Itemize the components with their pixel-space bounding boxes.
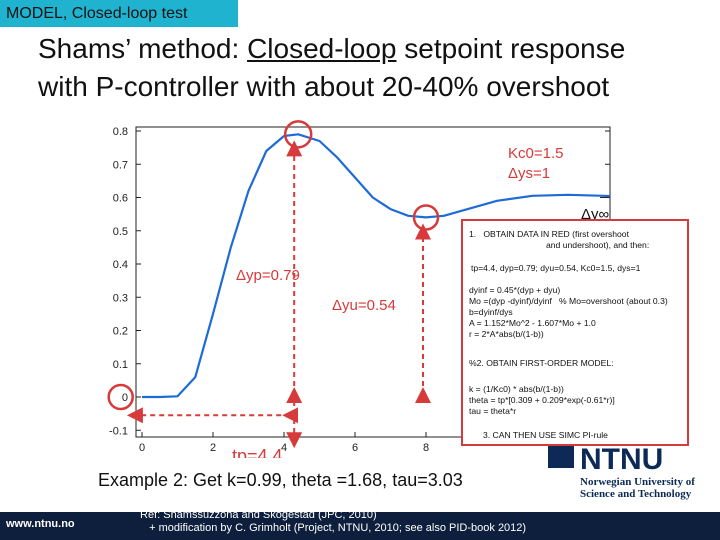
title-part-c: setpoint response (396, 33, 626, 64)
ntnu-subtitle-line-1: Norwegian University of (580, 476, 695, 488)
origin-circle (107, 383, 134, 411)
slide-tag: MODEL, Closed-loop test (0, 0, 238, 27)
box-line-7: A = 1.152*Mo^2 - 1.607*Mo + 1.0 (469, 318, 596, 328)
legend-kc0: Kc0=1.5 (508, 145, 563, 162)
y-tick-label: 0.1 (113, 359, 128, 371)
reference-line-2: + modification by C. Grimholt (Project, … (140, 522, 527, 534)
title-part-a: Shams’ method: (38, 33, 248, 64)
y-tick-label: 0.2 (113, 326, 128, 338)
y-tick-label: -0.1 (109, 425, 128, 437)
example-result: Example 2: Get k=0.99, theta =1.68, tau=… (98, 470, 463, 490)
title-part-underlined: Closed-loop (247, 33, 397, 64)
y-tick-label: 0.3 (113, 292, 128, 304)
x-tick-label: 6 (352, 442, 358, 454)
box-line-10: k = (1/Kc0) * abs(b/(1-b)) (469, 384, 564, 394)
response-line (142, 133, 610, 399)
ntnu-subtitle: Norwegian University of Science and Tech… (580, 476, 695, 500)
box-line-3: tp=4.4, dyp=0.79; dyu=0.54, Kc0=1.5, dys… (471, 263, 641, 273)
y-tick-label: 0.4 (113, 259, 128, 271)
box-line-5: Mo =(dyp -dyinf)/dyinf % Mo=overshoot (a… (469, 296, 668, 306)
box-line-8: r = 2*A*abs(b/(1-b)) (469, 329, 544, 339)
dyp-label: Δyp=0.79 (236, 267, 300, 284)
box-line-11: theta = tp*[0.309 + 0.209*exp(-0.61*r)] (469, 395, 615, 405)
y-tick-label: 0.5 (113, 226, 128, 238)
footer-bar (0, 512, 720, 540)
reference-line-1: Ref: Shamssuzzoha and Skogestad (JPC, 20… (140, 509, 377, 521)
tp-label: tp=4.4 (232, 446, 283, 458)
title-line-2: with P-controller with about 20-40% over… (38, 71, 610, 102)
box-line-12: tau = theta*r (469, 406, 517, 416)
y-tick-label: 0 (122, 392, 128, 404)
y-tick-label: 0.8 (113, 126, 128, 138)
box-line-13: 3. CAN THEN USE SIMC PI-rule (483, 430, 608, 440)
footer-url: www.ntnu.no (6, 518, 75, 530)
reference: Ref: Shamssuzzoha and Skogestad (JPC, 20… (140, 509, 526, 535)
dy-inf-label: Δy∞ (581, 206, 610, 223)
x-tick-label: 0 (139, 442, 145, 454)
chart-annotations: Kc0=1.5 Δys=1 Δy∞ Δyp=0.79 Δyu=0.54 tp=4.4 (107, 120, 610, 458)
x-tick-label: 8 (423, 442, 429, 454)
step-response-chart: -0.1 0 0.1 0.2 0.3 0.4 0.5 0.6 0.7 0.8 0 2 4 6 8 Kc0=1… (107, 120, 611, 458)
ntnu-subtitle-line-2: Science and Technology (580, 488, 692, 500)
chart-ticks: -0.1 0 0.1 0.2 0.3 0.4 0.5 0.6 0.7 0.8 0 2 4 6 8 (109, 126, 610, 454)
chart-series (142, 133, 610, 399)
box-line-2: and undershoot), and then: (546, 240, 650, 250)
box-line-9: %2. OBTAIN FIRST-ORDER MODEL: (469, 358, 614, 368)
y-tick-label: 0.7 (113, 159, 128, 171)
x-tick-label: 2 (210, 442, 216, 454)
procedure-box: 1. OBTAIN DATA IN RED (first overshoot a… (461, 219, 689, 446)
box-line-1: 1. OBTAIN DATA IN RED (first overshoot (469, 229, 629, 239)
ntnu-emblem-icon (548, 446, 574, 468)
dyu-label: Δyu=0.54 (332, 297, 396, 314)
legend-dys: Δys=1 (508, 165, 550, 182)
slide-title: Shams’ method: Closed-loop setpoint resp… (38, 30, 708, 106)
box-line-4: dyinf = 0.45*(dyp + dyu) (469, 285, 561, 295)
ntnu-logo: NTNU (548, 443, 663, 476)
x-tick-label: 4 (281, 442, 287, 454)
y-tick-label: 0.6 (113, 193, 128, 205)
ntnu-wordmark: NTNU (580, 443, 663, 476)
box-line-6: b=dyinf/dys (469, 307, 513, 317)
